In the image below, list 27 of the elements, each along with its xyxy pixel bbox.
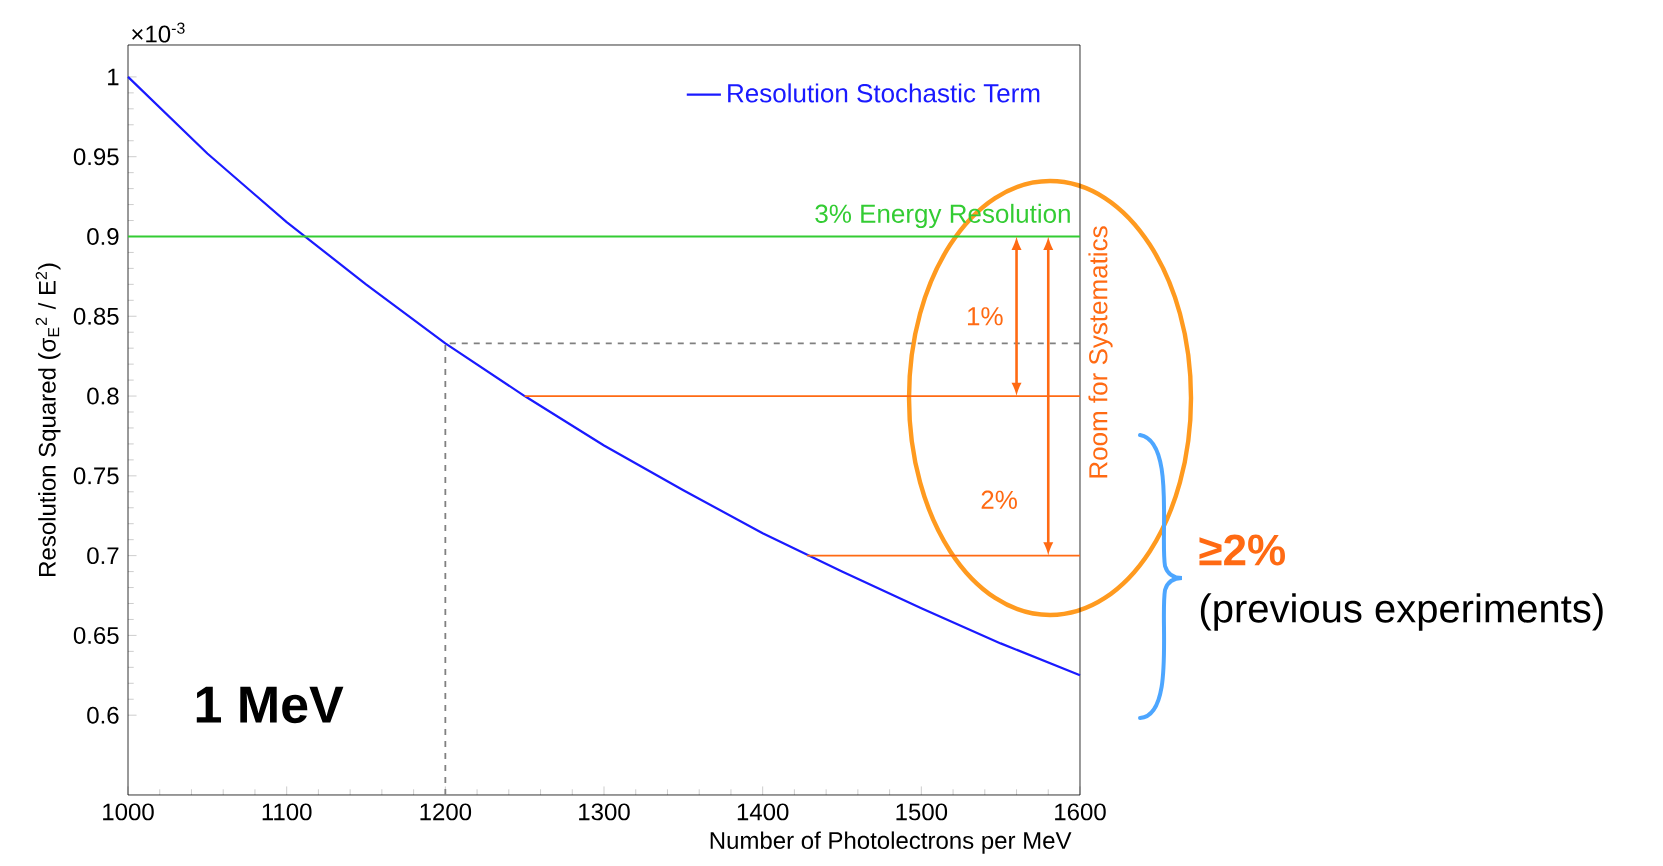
y-tick-label: 0.8: [87, 387, 119, 405]
y-axis-title: Resolution Squared (σ$_{E}$$^{2}$ / E$^{2}$): [35, 263, 61, 576]
x-tick-label: 1400: [737, 803, 789, 821]
x-tick-label: 1000: [103, 803, 154, 821]
x-tick-label: 1100: [262, 803, 312, 821]
x-tick-label: 1500: [896, 803, 948, 821]
text: (previous experiments): [1200, 593, 1603, 631]
y-tick-label: 0.75: [73, 467, 119, 485]
line-series: [126, 75, 1082, 677]
y-tick-label: 0.65: [73, 626, 119, 644]
y-tick-label: 0.85: [73, 307, 119, 325]
y-tick-label: 1: [108, 68, 119, 86]
annotation: 1 MeV: [196, 686, 344, 724]
x-tick-label: 1200: [420, 803, 472, 821]
text: ≥2%: [1199, 534, 1285, 566]
y-tick-label: 0.9: [87, 227, 119, 245]
x-tick-label: 1300: [579, 803, 630, 821]
y-tick-label: 0.7: [87, 547, 119, 565]
annotation: 2%: [981, 490, 1017, 509]
annotation: 1%: [967, 307, 1003, 326]
text: ×10$^{-3}$: [132, 22, 185, 43]
x-tick-label: 1600: [1055, 803, 1106, 821]
y-tick-label: 0.6: [87, 706, 119, 724]
y-tick-label: 0.95: [73, 148, 119, 166]
x-axis-title: Number of Photolectrons per MeV: [710, 831, 1072, 854]
legend-label: Resolution Stochastic Term: [728, 83, 1040, 103]
text: Room for Systematics: [1088, 226, 1113, 478]
